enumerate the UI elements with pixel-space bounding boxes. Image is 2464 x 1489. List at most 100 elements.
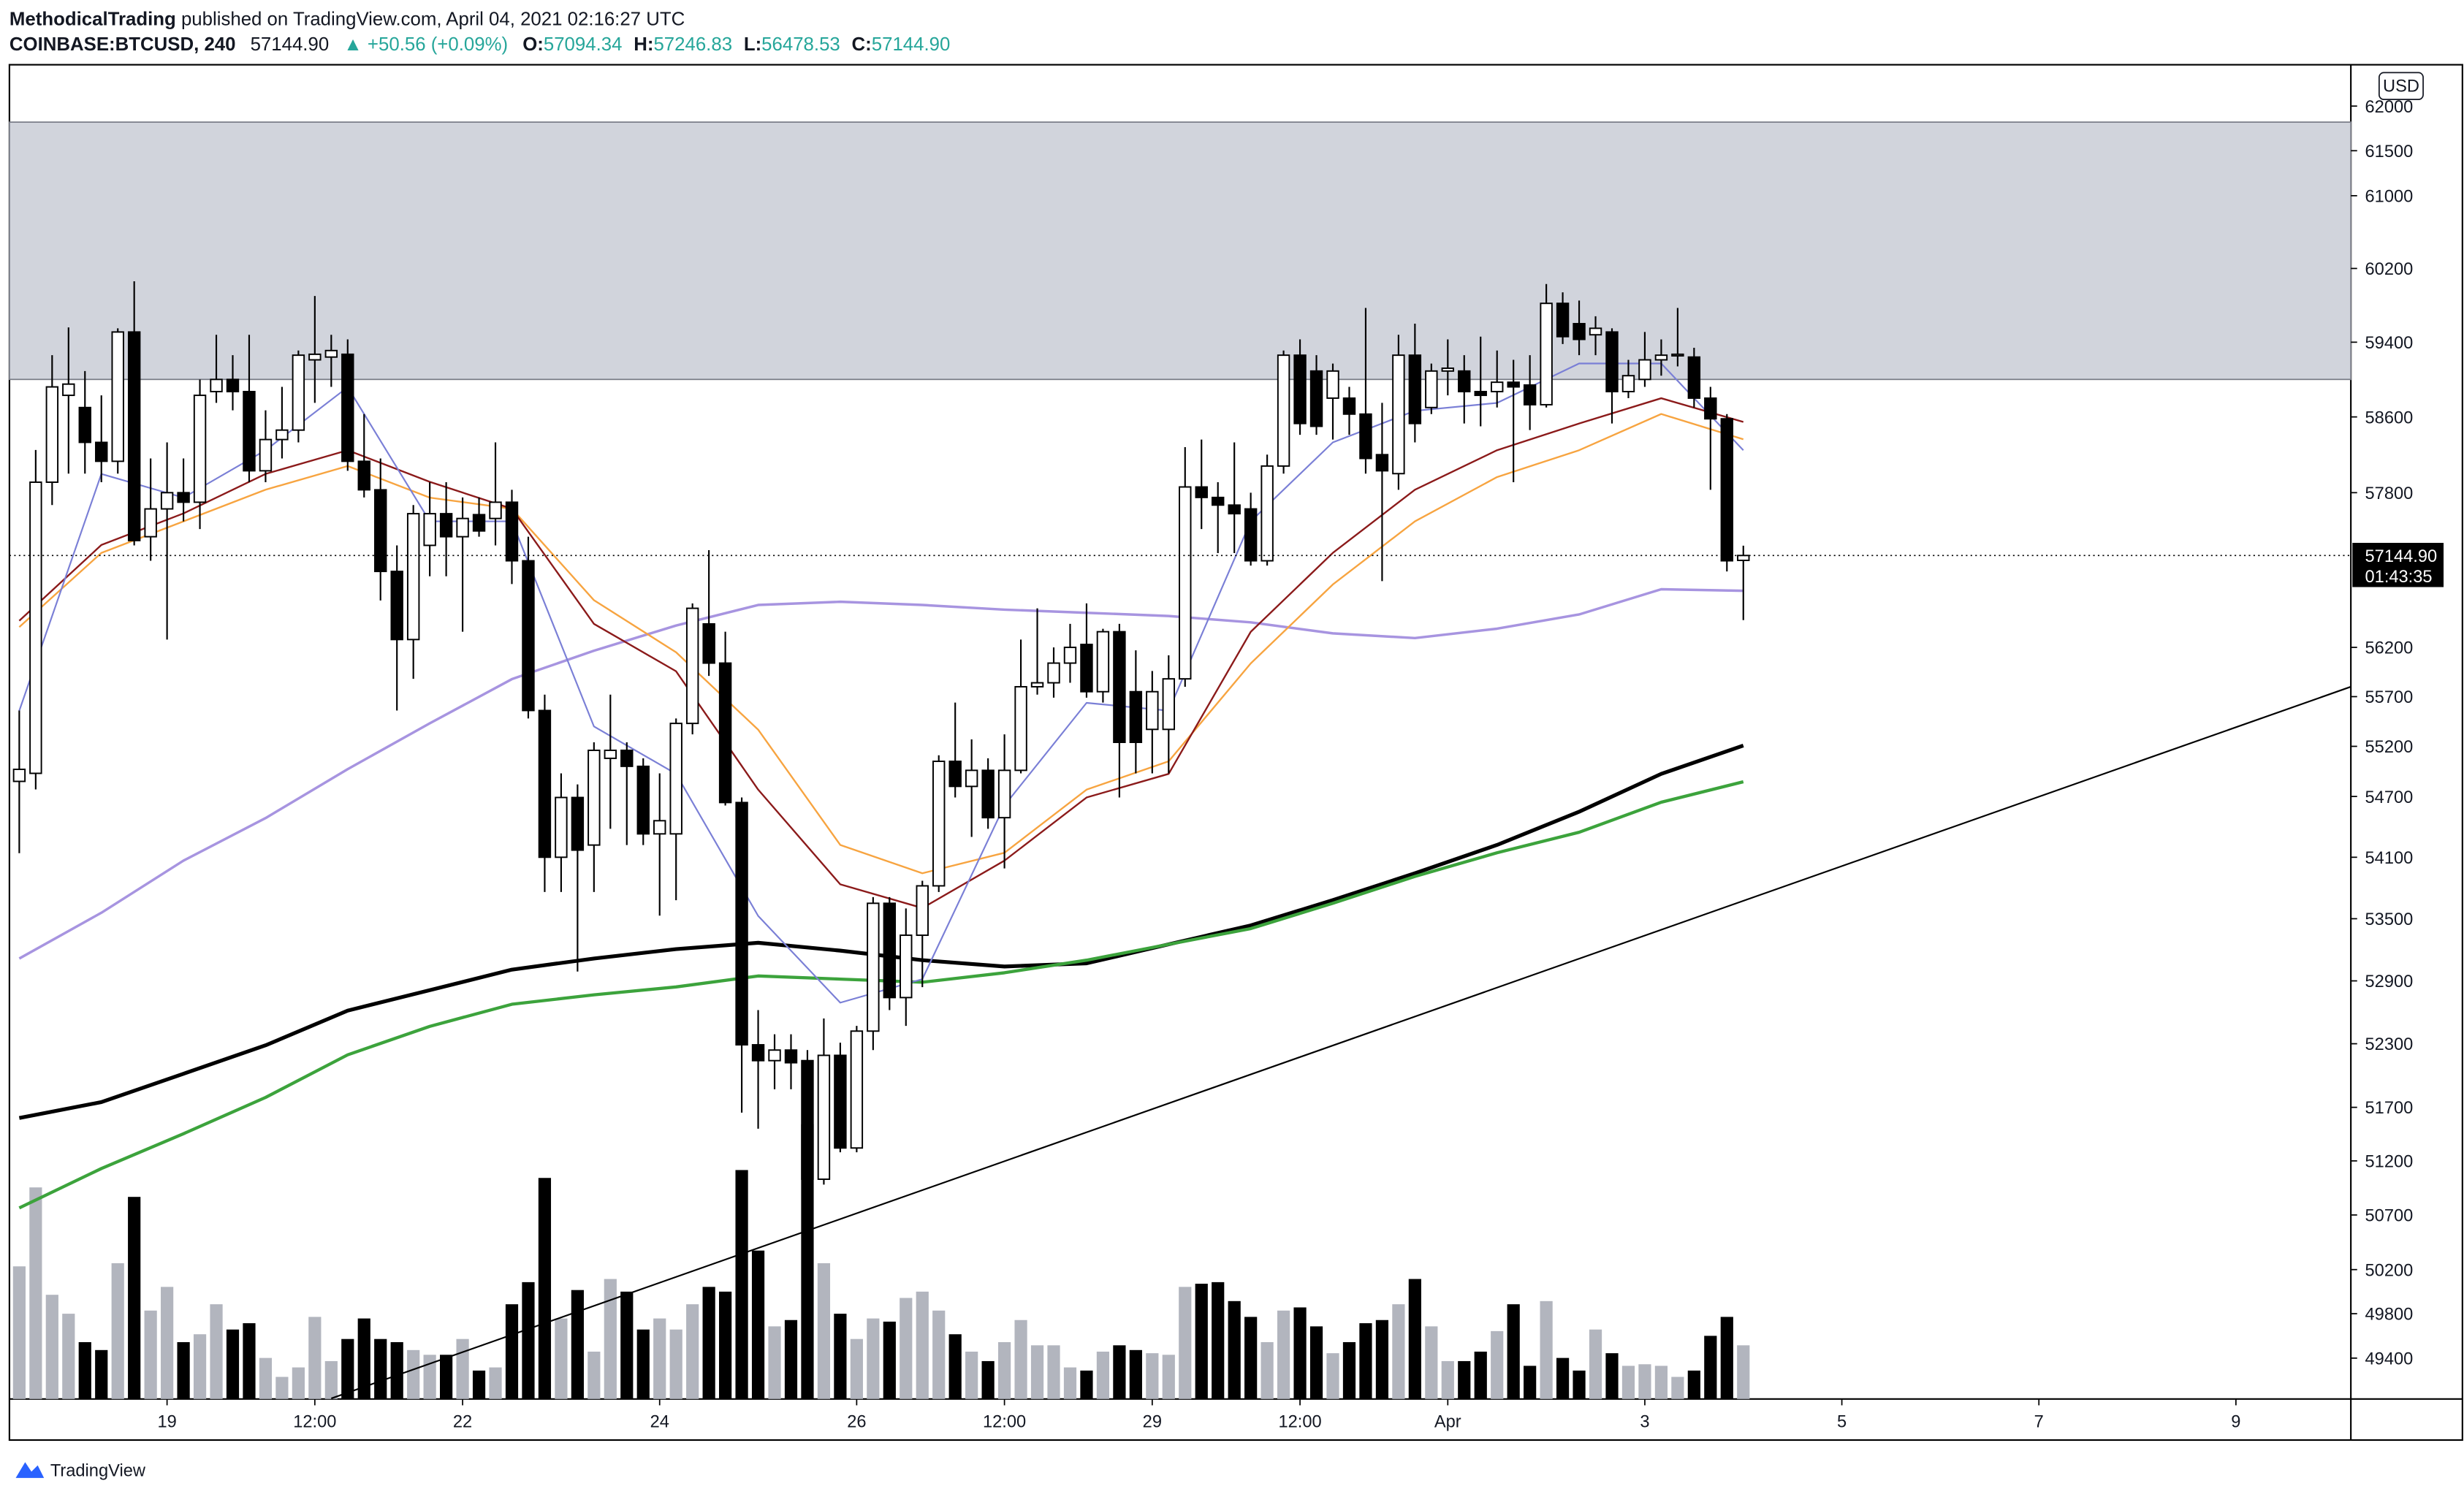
- volume-bar: [1441, 1360, 1454, 1399]
- volume-bar: [1605, 1353, 1619, 1399]
- candle-body: [1737, 555, 1750, 561]
- candle-body: [1458, 370, 1471, 392]
- candle-body: [555, 796, 568, 858]
- volume-bar: [801, 1124, 814, 1399]
- x-tick-label: 5: [1837, 1413, 1847, 1432]
- candle-body: [702, 622, 715, 664]
- candle-body: [1638, 359, 1651, 381]
- candle-body: [768, 1049, 781, 1062]
- volume-bar: [1179, 1287, 1192, 1399]
- candle-body: [801, 1059, 814, 1180]
- y-tick-label: 54700: [2365, 788, 2414, 807]
- candle-body: [210, 378, 223, 392]
- last: 57144.90: [251, 34, 330, 55]
- volume-bar: [1047, 1345, 1060, 1399]
- volume-bar: [867, 1318, 880, 1399]
- volume-bar: [850, 1338, 863, 1399]
- x-tick-label: 26: [847, 1413, 866, 1432]
- volume-bar: [1507, 1304, 1520, 1399]
- volume-bar: [817, 1263, 831, 1399]
- published: published on TradingView.com, April 04, …: [181, 9, 685, 30]
- volume-bar: [29, 1187, 42, 1399]
- candle-body: [1556, 302, 1570, 338]
- candle-body: [1146, 690, 1159, 731]
- candle-body: [1540, 302, 1553, 405]
- o-label: O:: [522, 34, 544, 55]
- candle-body: [374, 489, 387, 573]
- candle-body: [226, 378, 240, 392]
- moving-average: [18, 413, 1744, 875]
- volume-bar: [686, 1304, 699, 1399]
- volume-bar: [604, 1279, 617, 1399]
- volume-bar: [275, 1376, 289, 1399]
- candle-body: [834, 1054, 847, 1149]
- candle-body: [1047, 662, 1060, 684]
- publish-line: MethodicalTrading published on TradingVi…: [9, 9, 685, 30]
- candle-body: [111, 331, 124, 462]
- countdown: 01:43:35: [2365, 568, 2433, 587]
- candle-body: [1179, 486, 1192, 680]
- candle-body: [160, 492, 174, 510]
- volume-bar: [1030, 1345, 1044, 1399]
- x-tick-label: 22: [453, 1413, 472, 1432]
- volume-bar: [538, 1178, 552, 1399]
- candle-body: [653, 820, 666, 835]
- close: 57144.90: [872, 34, 951, 55]
- volume-bar: [1491, 1330, 1504, 1399]
- volume-bar: [1654, 1366, 1668, 1399]
- candle-body: [1162, 678, 1176, 731]
- open: 57094.34: [544, 34, 623, 55]
- volume-bar: [357, 1318, 370, 1399]
- candle-body: [1507, 381, 1520, 388]
- volume-bar: [735, 1170, 748, 1399]
- candle-body: [900, 934, 913, 999]
- last-price-box: [2352, 543, 2444, 587]
- y-tick-label: 59400: [2365, 334, 2414, 353]
- candle-body: [1392, 354, 1405, 475]
- candle-body: [1228, 504, 1241, 515]
- candle-body: [1720, 418, 1734, 562]
- candle-body: [439, 513, 453, 538]
- volume-bar: [1392, 1304, 1405, 1399]
- volume-bar: [1195, 1284, 1208, 1399]
- volume-bar: [1342, 1342, 1356, 1399]
- change: ▲ +50.56 (+0.09%): [343, 34, 508, 55]
- x-tick-label: 29: [1143, 1413, 1162, 1432]
- x-tick-label: 12:00: [983, 1413, 1026, 1432]
- x-tick-label: 24: [650, 1413, 669, 1432]
- candle-body: [1326, 370, 1339, 399]
- moving-average: [18, 743, 1744, 1120]
- y-tick-label: 53500: [2365, 910, 2414, 929]
- candle-body: [965, 769, 978, 788]
- candle-body: [916, 885, 929, 937]
- candle-body: [341, 353, 354, 462]
- candle-body: [45, 386, 59, 483]
- candle-body: [423, 513, 436, 547]
- candle-body: [1080, 644, 1093, 693]
- candle-body: [1260, 465, 1274, 562]
- volume-bar: [226, 1329, 240, 1399]
- candle-body: [275, 429, 289, 441]
- candle-body: [1244, 508, 1258, 562]
- volume-bar: [883, 1321, 896, 1399]
- candle-body: [144, 508, 157, 538]
- candle-body: [292, 354, 305, 431]
- y-tick-label: 61500: [2365, 142, 2414, 161]
- moving-average: [18, 397, 1744, 910]
- volume-bar: [1720, 1317, 1733, 1399]
- candle-body: [489, 501, 502, 519]
- moving-average: [18, 362, 1744, 1004]
- y-tick-label: 51700: [2365, 1099, 2414, 1118]
- candle-body: [1212, 496, 1225, 506]
- candle-body: [127, 331, 141, 541]
- candle-body: [12, 769, 26, 782]
- volume-bar: [161, 1287, 174, 1399]
- candle-body: [1129, 690, 1143, 744]
- volume-bar: [95, 1349, 108, 1399]
- candle-body: [867, 902, 880, 1032]
- y-tick-label: 49800: [2365, 1306, 2414, 1325]
- volume-bar: [259, 1357, 273, 1399]
- candle-body: [243, 390, 256, 472]
